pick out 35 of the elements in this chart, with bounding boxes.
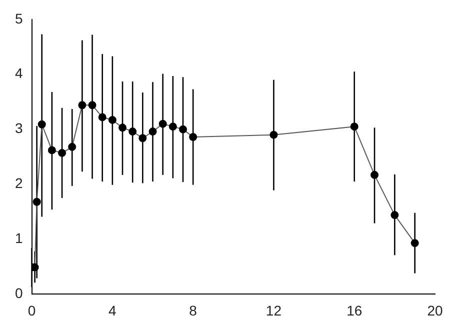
point (410, 239, 419, 248)
point (38, 120, 46, 128)
point (48, 146, 56, 154)
point (189, 133, 198, 142)
y-tick-label: 0 (14, 285, 23, 302)
x-tick-label: 12 (266, 302, 282, 318)
point (98, 113, 106, 122)
point (350, 122, 358, 131)
x-tick-label: 16 (346, 302, 362, 318)
point (390, 211, 399, 220)
point (118, 124, 127, 132)
point (88, 101, 96, 110)
point (178, 125, 187, 134)
point (58, 148, 66, 157)
x-tick-label: 4 (108, 302, 117, 318)
point (370, 170, 379, 179)
x-tick-label: 0 (28, 302, 36, 318)
point (138, 134, 147, 142)
y-tick-label: 1 (14, 230, 23, 246)
point (32, 198, 41, 206)
x-tick-label: 20 (427, 302, 443, 318)
y-tick-label: 5 (14, 10, 23, 26)
x-tick-label: 8 (189, 302, 198, 318)
point (270, 130, 278, 139)
point (158, 120, 167, 128)
point (168, 122, 177, 131)
y-tick-label: 4 (14, 65, 23, 82)
y-tick-label: 2 (14, 175, 23, 192)
point (78, 101, 86, 110)
point (32, 263, 39, 272)
point (68, 142, 76, 151)
y-tick-label: 3 (14, 120, 23, 136)
point (128, 128, 137, 136)
point (108, 116, 116, 124)
point (148, 128, 157, 136)
